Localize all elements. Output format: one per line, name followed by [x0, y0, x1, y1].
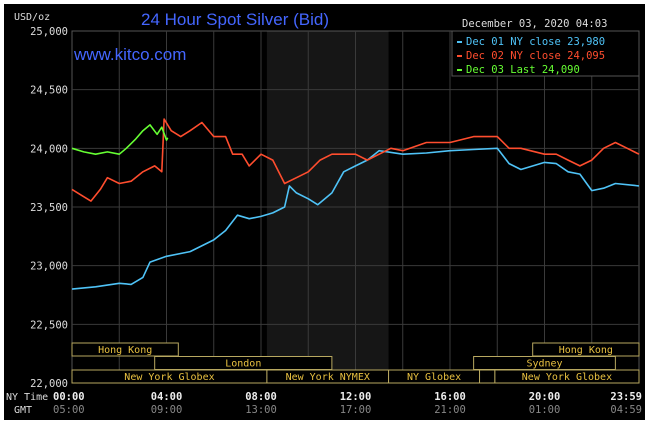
watermark: www.kitco.com	[73, 45, 186, 64]
session-bar: London	[154, 356, 333, 370]
x-tick-ny: 23:59	[610, 391, 642, 403]
x-tick-gmt: 01:00	[529, 404, 561, 416]
x-tick-gmt: 05:00	[53, 404, 85, 416]
session-box	[71, 342, 179, 357]
x-tick-ny: 04:00	[151, 391, 183, 403]
y-tick-label: 23,500	[30, 202, 68, 214]
x-tick-ny: 00:00	[53, 391, 85, 403]
timestamp: December 03, 2020 04:03	[462, 18, 607, 30]
x-tick-gmt: 13:00	[245, 404, 277, 416]
series-line	[71, 124, 169, 155]
session-label: New York NYMEX	[286, 372, 370, 383]
session-label: NY Globex	[407, 372, 461, 383]
y-tick-label: 25,000	[30, 26, 68, 38]
legend-entry: Dec 02 NY close 24,095	[466, 50, 605, 62]
session-bar: Hong Kong	[532, 342, 640, 357]
session-box	[479, 369, 496, 384]
session-box	[532, 342, 640, 357]
x-tick-gmt: 21:00	[434, 404, 466, 416]
x-tick-gmt: 04:59	[610, 404, 642, 416]
x-tick-ny: 12:00	[340, 391, 372, 403]
legend-box	[451, 30, 640, 77]
y-tick-label: 22,000	[30, 378, 68, 390]
session-label: New York Globex	[522, 372, 612, 383]
y-tick-label: 24,000	[30, 143, 68, 155]
legend-entry: Dec 01 NY close 23,980	[466, 36, 605, 48]
legend-entry: Dec 03 Last 24,090	[466, 64, 580, 76]
session-label: Hong Kong	[559, 345, 613, 356]
x-tick-ny: 08:00	[245, 391, 277, 403]
session-label: London	[225, 359, 261, 370]
x-tick-gmt: 17:00	[340, 404, 372, 416]
session-bar: New York Globex	[71, 369, 268, 384]
series-line	[71, 118, 640, 202]
chart-title: 24 Hour Spot Silver (Bid)	[141, 10, 329, 29]
session-label: New York Globex	[124, 372, 214, 383]
y-tick-label: 22,500	[30, 319, 68, 331]
gmt-label: GMT	[14, 405, 32, 416]
x-tick-ny: 20:00	[529, 391, 561, 403]
session-label: Sydney	[526, 359, 562, 370]
session-bar: Sydney	[473, 356, 616, 370]
session-bar: New York NYMEX	[266, 369, 390, 384]
session-bar: Hong Kong	[71, 342, 179, 357]
session-bar	[479, 369, 496, 384]
y-axis-label: USD/oz	[14, 12, 50, 23]
x-tick-ny: 16:00	[434, 391, 466, 403]
session-bar: New York Globex	[494, 369, 640, 384]
x-tick-gmt: 09:00	[151, 404, 183, 416]
ny-time-label: NY Time	[6, 392, 48, 403]
y-tick-label: 23,000	[30, 261, 68, 273]
session-bar: NY Globex	[388, 369, 481, 384]
series-line	[71, 147, 640, 290]
session-label: Hong Kong	[98, 345, 152, 356]
y-tick-label: 24,500	[30, 85, 68, 97]
